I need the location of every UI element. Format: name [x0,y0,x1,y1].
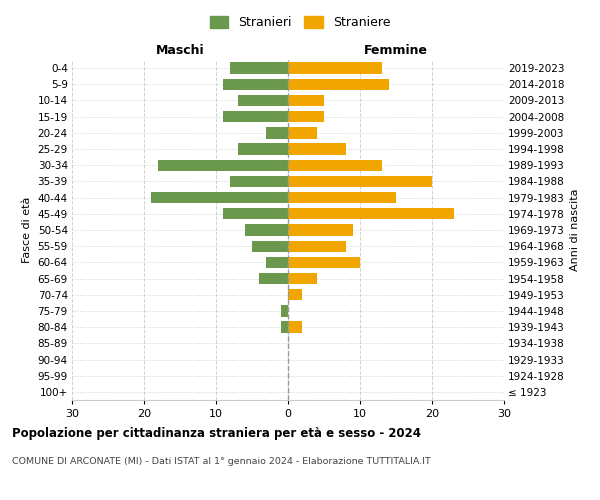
Text: Femmine: Femmine [364,44,428,57]
Bar [238,95,288,106]
Bar [259,273,288,284]
Y-axis label: Anni di nascita: Anni di nascita [571,188,580,271]
Bar [288,240,346,252]
Text: Popolazione per cittadinanza straniera per età e sesso - 2024: Popolazione per cittadinanza straniera p… [12,428,421,440]
Bar [281,322,288,333]
Bar [288,78,389,90]
Bar [245,224,288,235]
Bar [288,95,324,106]
Bar [230,62,288,74]
Bar [266,256,288,268]
Bar [288,289,302,300]
Bar [288,127,317,138]
Bar [288,224,353,235]
Bar [288,62,382,74]
Bar [288,273,317,284]
Text: COMUNE DI ARCONATE (MI) - Dati ISTAT al 1° gennaio 2024 - Elaborazione TUTTITALI: COMUNE DI ARCONATE (MI) - Dati ISTAT al … [12,458,431,466]
Bar [223,208,288,220]
Bar [288,256,360,268]
Bar [151,192,288,203]
Bar [288,192,396,203]
Bar [288,208,454,220]
Bar [288,144,346,154]
Bar [288,322,302,333]
Y-axis label: Fasce di età: Fasce di età [22,197,32,263]
Text: Maschi: Maschi [155,44,205,57]
Bar [223,78,288,90]
Bar [288,111,324,122]
Bar [230,176,288,187]
Bar [158,160,288,171]
Bar [281,306,288,316]
Bar [266,127,288,138]
Bar [288,176,432,187]
Bar [288,160,382,171]
Bar [223,111,288,122]
Bar [252,240,288,252]
Legend: Stranieri, Straniere: Stranieri, Straniere [205,11,395,34]
Bar [238,144,288,154]
